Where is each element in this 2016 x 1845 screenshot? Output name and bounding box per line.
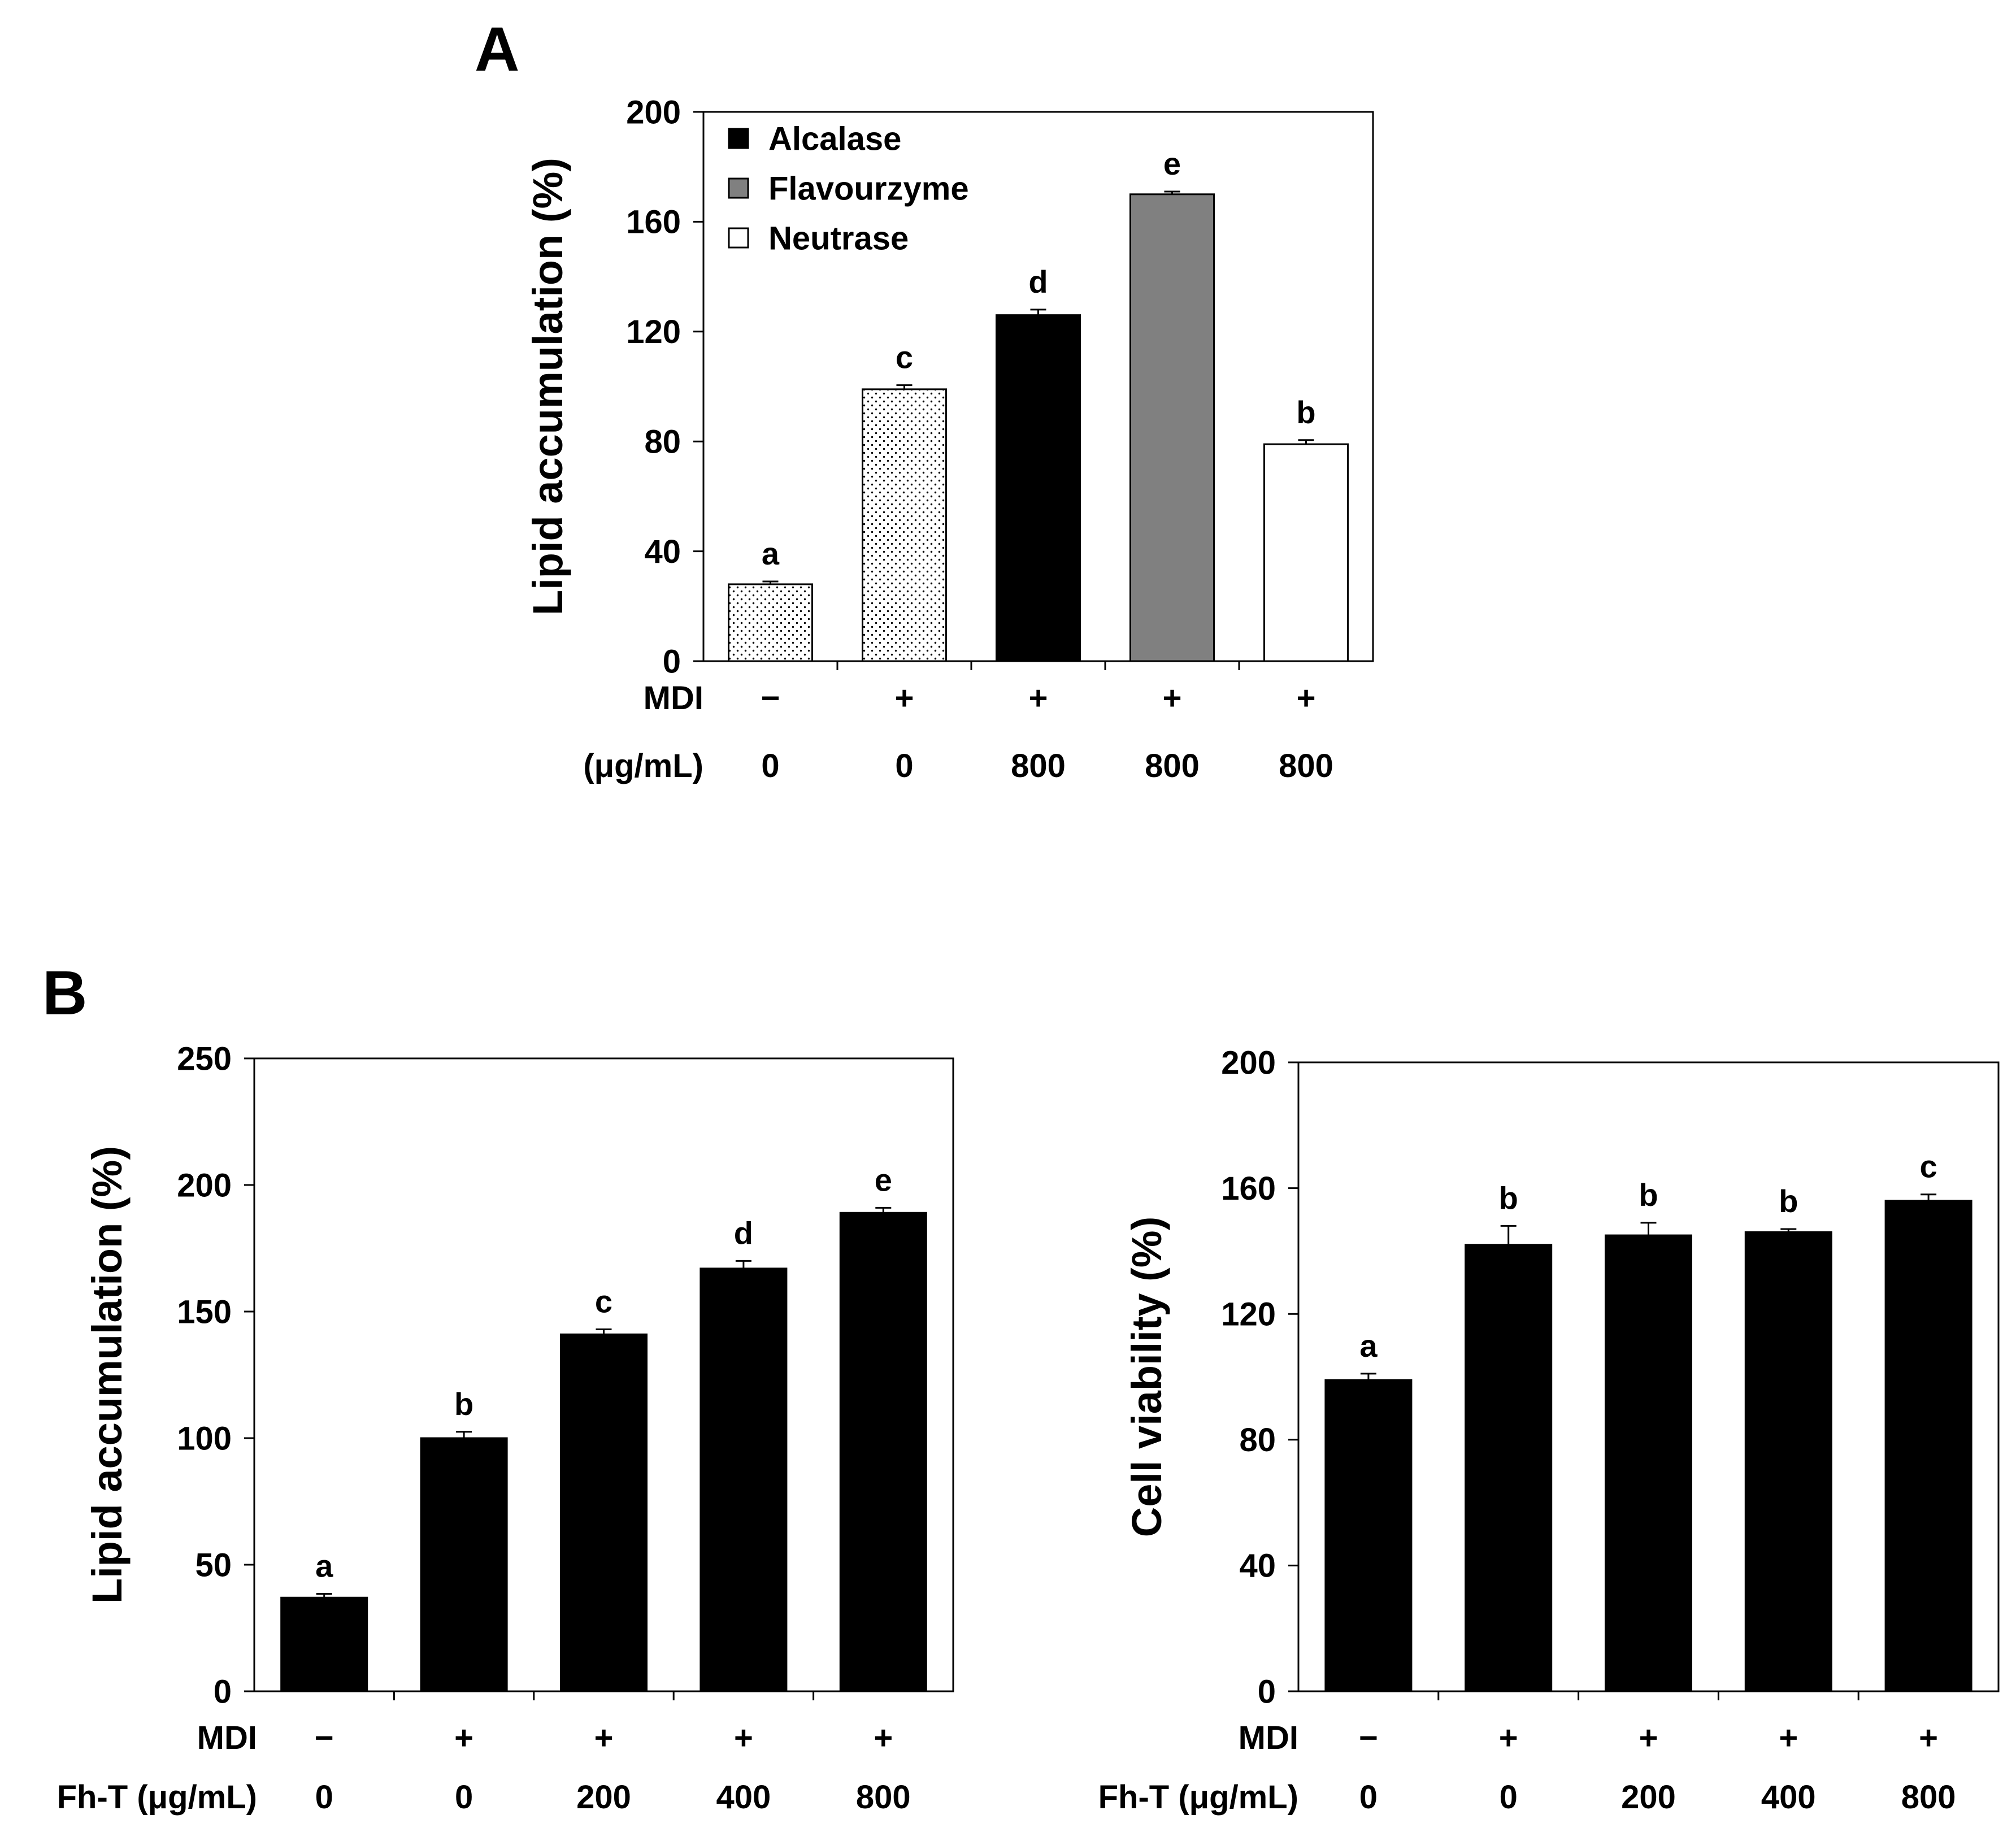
panel-label-b: B <box>42 958 87 1028</box>
y-tick-label: 200 <box>177 1167 232 1204</box>
concentration-label: 200 <box>576 1779 631 1816</box>
mdi-sign: + <box>1029 680 1048 717</box>
mdi-sign: + <box>1163 680 1182 717</box>
mdi-sign: + <box>874 1720 893 1756</box>
mdi-sign: + <box>895 680 914 717</box>
bar <box>699 1267 788 1692</box>
y-tick-label: 150 <box>177 1293 232 1330</box>
significance-letter: a <box>762 536 780 571</box>
bar <box>1465 1244 1553 1692</box>
bar <box>728 583 813 662</box>
y-tick-label: 80 <box>1239 1422 1276 1458</box>
y-tick-label: 200 <box>626 94 681 131</box>
panel-label-a: A <box>475 15 519 84</box>
y-tick-label: 100 <box>177 1420 232 1457</box>
significance-letter: b <box>1296 394 1315 430</box>
row-label-concentration: Fh-T (μg/mL) <box>57 1779 257 1816</box>
y-tick-label: 120 <box>626 314 681 350</box>
bar <box>280 1596 368 1692</box>
mdi-sign: + <box>1499 1720 1518 1756</box>
y-tick-label: 250 <box>177 1040 232 1077</box>
concentration-label: 0 <box>1359 1779 1378 1816</box>
y-tick-label: 40 <box>644 533 681 570</box>
chart-b-viability: 0 40 80 120 160 200 Cell viability (%) a − 0 b +0 b +… <box>1098 1044 2000 1816</box>
significance-letter: b <box>1639 1177 1658 1213</box>
significance-letter: b <box>1779 1183 1798 1219</box>
significance-letter: a <box>1359 1328 1378 1364</box>
bar <box>1263 443 1349 662</box>
y-axis-label: Lipid accumulation (%) <box>524 158 571 615</box>
mdi-sign: + <box>594 1720 614 1756</box>
y-tick-label: 50 <box>195 1547 232 1583</box>
legend-swatch <box>728 128 749 149</box>
bar <box>839 1212 927 1692</box>
significance-letter: d <box>734 1215 753 1251</box>
bar <box>862 388 947 662</box>
mdi-sign: + <box>454 1720 473 1756</box>
mdi-sign: − <box>761 680 780 717</box>
legend-swatch <box>728 177 749 199</box>
concentration-label: 800 <box>1145 748 1200 784</box>
legend-label: Neutrase <box>768 220 909 257</box>
mdi-sign: + <box>1779 1720 1798 1756</box>
y-tick-label: 120 <box>1221 1296 1276 1333</box>
y-axis-label: Cell viability (%) <box>1123 1217 1170 1537</box>
bar <box>1324 1379 1413 1692</box>
bar <box>1129 193 1215 662</box>
bar <box>420 1437 508 1692</box>
legend-label: Alcalase <box>768 120 901 157</box>
y-tick-label: 80 <box>644 424 681 461</box>
row-label-mdi: MDI <box>1239 1720 1298 1756</box>
concentration-label: 0 <box>315 1779 333 1816</box>
legend-swatch <box>728 227 749 249</box>
concentration-label: 400 <box>1761 1779 1816 1816</box>
concentration-label: 200 <box>1621 1779 1676 1816</box>
mdi-sign: + <box>1639 1720 1658 1756</box>
y-tick-label: 0 <box>214 1673 232 1710</box>
y-tick-label: 40 <box>1239 1548 1276 1584</box>
mdi-sign: + <box>1297 680 1316 717</box>
bar <box>1605 1234 1692 1692</box>
bar <box>560 1333 648 1692</box>
concentration-label: 0 <box>455 1779 473 1816</box>
row-label-concentration: (μg/mL) <box>583 748 703 784</box>
concentration-label: 800 <box>1279 748 1333 784</box>
concentration-label: 0 <box>1500 1779 1518 1816</box>
significance-letter: b <box>454 1386 473 1422</box>
row-label-mdi: MDI <box>197 1720 257 1756</box>
y-axis-label: Lipid accumulation (%) <box>84 1146 131 1604</box>
bar <box>996 314 1081 662</box>
significance-letter: c <box>1920 1149 1937 1184</box>
mdi-sign: − <box>315 1720 334 1756</box>
chart-a: 0 40 80 120 160 200 Lipid accumulation (%) a − 0 c… <box>524 94 1374 784</box>
concentration-label: 0 <box>761 748 779 784</box>
significance-letter: b <box>1499 1180 1518 1215</box>
significance-letter: e <box>1163 146 1181 181</box>
mdi-sign: + <box>734 1720 753 1756</box>
significance-letter: c <box>595 1283 612 1319</box>
mdi-sign: − <box>1359 1720 1378 1756</box>
significance-letter: c <box>896 340 913 375</box>
y-tick-label: 200 <box>1221 1044 1276 1081</box>
row-label-concentration: Fh-T (μg/mL) <box>1098 1779 1298 1816</box>
concentration-label: 400 <box>716 1779 771 1816</box>
y-tick-label: 160 <box>626 204 681 241</box>
y-tick-label: 0 <box>663 643 681 680</box>
legend-label: Flavourzyme <box>768 170 969 207</box>
significance-letter: d <box>1028 264 1048 299</box>
bar <box>1744 1231 1832 1692</box>
y-tick-label: 0 <box>1258 1673 1276 1710</box>
chart-b-lipid: 0 50 100 150 200 250 Lipid accumulation (%) a − 0… <box>57 1040 954 1816</box>
concentration-label: 800 <box>1011 748 1066 784</box>
concentration-label: 0 <box>895 748 913 784</box>
bar <box>1884 1200 1972 1692</box>
significance-letter: e <box>875 1162 892 1197</box>
mdi-sign: + <box>1919 1720 1938 1756</box>
row-label-mdi: MDI <box>644 680 703 717</box>
y-tick-label: 160 <box>1221 1170 1276 1207</box>
concentration-label: 800 <box>1901 1779 1956 1816</box>
concentration-label: 800 <box>856 1779 911 1816</box>
significance-letter: a <box>315 1548 333 1584</box>
